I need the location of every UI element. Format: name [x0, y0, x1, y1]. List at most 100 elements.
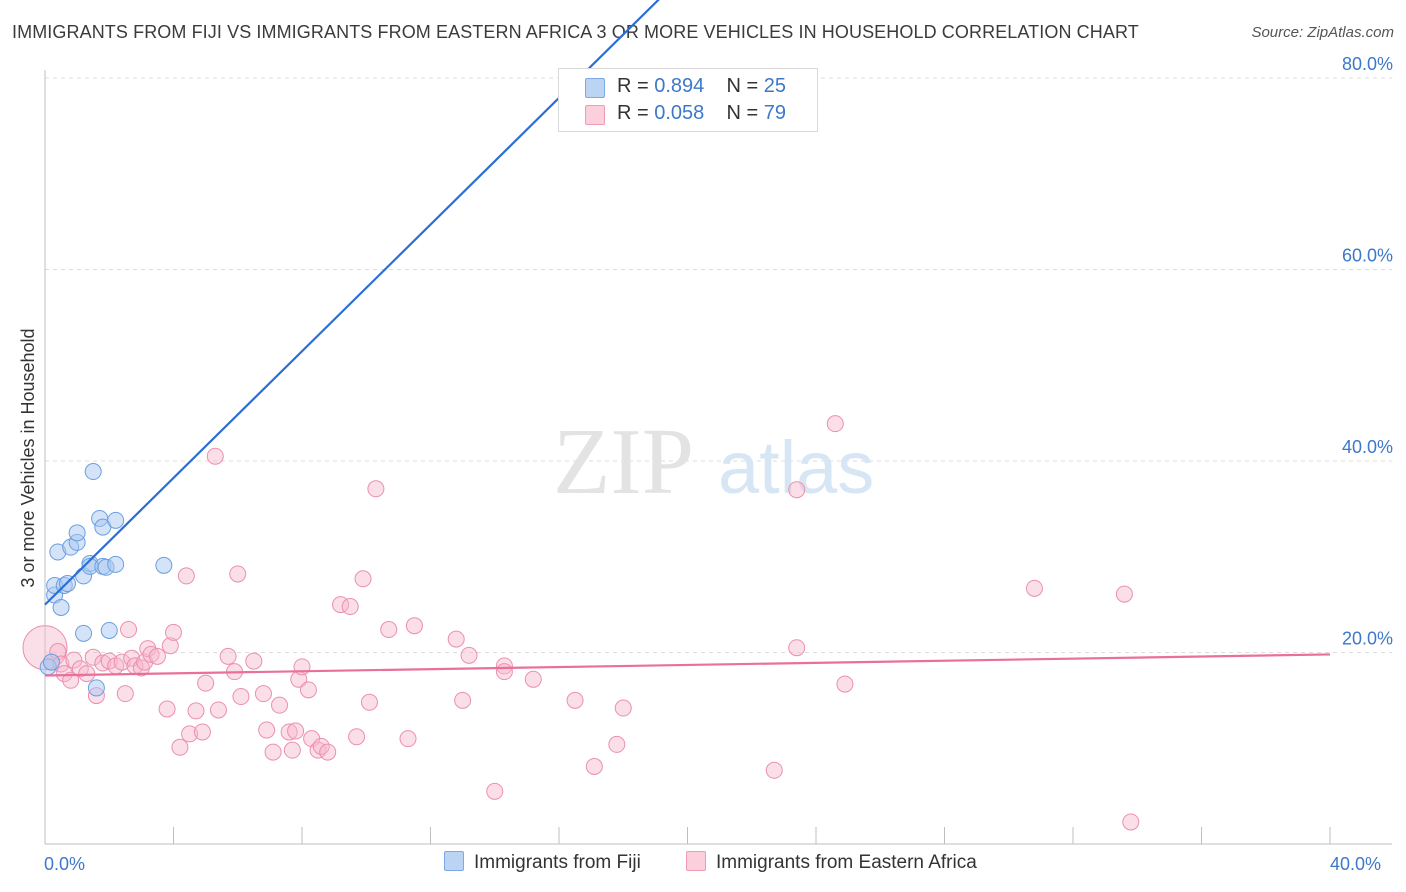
point-eastern-africa: [65, 651, 83, 669]
point-eastern-africa: [293, 658, 311, 676]
legend-r-value-fiji: 0.894: [654, 75, 705, 97]
point-eastern-africa: [232, 688, 250, 706]
point-eastern-africa: [341, 598, 359, 616]
point-eastern-africa: [206, 447, 224, 465]
point-eastern-africa: [193, 723, 211, 741]
point-eastern-africa: [209, 701, 227, 719]
bottom-legend-label-eastern-africa: Immigrants from Eastern Africa: [716, 852, 977, 873]
watermark-zip: ZIP: [553, 410, 694, 514]
bottom-legend-swatch-eastern-africa: [686, 851, 706, 871]
point-fiji: [52, 598, 70, 616]
point-eastern-africa: [132, 659, 150, 677]
legend-r-label: R =: [617, 75, 649, 97]
y-tick-label: 60.0%: [1342, 246, 1393, 266]
point-eastern-africa: [788, 639, 806, 657]
point-eastern-africa: [836, 675, 854, 693]
point-eastern-africa: [454, 691, 472, 709]
y-tick-labels: 20.0% 40.0% 60.0% 80.0%: [1342, 54, 1393, 649]
watermark-atlas: atlas: [718, 426, 874, 509]
point-eastern-africa: [158, 700, 176, 718]
point-eastern-africa: [142, 645, 160, 663]
x-tick-label-min: 0.0%: [44, 854, 85, 874]
point-eastern-africa: [614, 699, 632, 717]
legend-r-value-eastern-africa: 0.058: [654, 102, 705, 124]
point-eastern-africa: [84, 648, 102, 666]
axes: [44, 70, 1392, 845]
point-eastern-africa: [788, 481, 806, 499]
point-eastern-africa: [380, 621, 398, 639]
point-eastern-africa: [405, 617, 423, 635]
point-eastern-africa: [566, 691, 584, 709]
point-eastern-africa: [280, 723, 298, 741]
point-fiji: [84, 463, 102, 481]
bottom-legend-swatch-fiji: [444, 851, 464, 871]
point-eastern-africa: [271, 696, 289, 714]
point-eastern-africa: [399, 730, 417, 748]
x-tick-label-max: 40.0%: [1330, 854, 1381, 874]
x-axis-ticks: [44, 827, 1331, 844]
point-eastern-africa: [447, 630, 465, 648]
point-eastern-africa: [1025, 579, 1043, 597]
point-eastern-africa: [264, 743, 282, 761]
point-eastern-africa: [495, 663, 513, 681]
point-eastern-africa: [287, 722, 305, 740]
point-eastern-africa: [245, 652, 263, 670]
point-eastern-africa: [360, 693, 378, 711]
point-eastern-africa: [229, 565, 247, 583]
point-eastern-africa: [354, 570, 372, 588]
point-eastern-africa: [283, 741, 301, 759]
legend-swatch-eastern-africa: [585, 105, 605, 125]
series-fiji-points: [39, 463, 173, 697]
point-eastern-africa: [258, 721, 276, 739]
series-eastern-africa-points: [22, 415, 1140, 831]
legend-r-label: R =: [617, 102, 649, 124]
point-eastern-africa: [367, 480, 385, 498]
legend-swatch-fiji: [585, 78, 605, 98]
source-label: Source: ZipAtlas.com: [1251, 24, 1394, 41]
point-eastern-africa: [165, 623, 182, 641]
legend-n-value-fiji: 25: [763, 75, 787, 97]
point-eastern-africa: [116, 685, 134, 703]
bottom-legend-eastern-africa: Immigrants from Eastern Africa: [686, 851, 977, 874]
legend-n-label: N =: [726, 75, 759, 97]
point-eastern-africa: [585, 757, 603, 775]
bottom-legend-fiji: Immigrants from Fiji: [444, 851, 641, 874]
point-eastern-africa: [460, 646, 478, 664]
chart-title: IMMIGRANTS FROM FIJI VS IMMIGRANTS FROM …: [12, 22, 1139, 42]
point-eastern-africa: [299, 681, 317, 699]
point-fiji: [42, 653, 60, 671]
point-fiji: [75, 624, 93, 642]
point-fiji: [155, 556, 173, 574]
point-eastern-africa: [55, 665, 73, 683]
point-eastern-africa: [181, 725, 199, 743]
point-eastern-africa: [161, 637, 179, 655]
point-fiji: [68, 524, 86, 542]
trend-line-eastern-africa: [44, 653, 1331, 677]
point-eastern-africa: [148, 647, 166, 665]
point-fiji: [100, 621, 118, 639]
legend-n-label: N =: [726, 102, 759, 124]
point-eastern-africa: [62, 671, 80, 689]
point-eastern-africa: [120, 621, 138, 639]
y-axis-label: 3 or more Vehicles in Household: [18, 328, 38, 587]
y-tick-label: 40.0%: [1342, 437, 1393, 457]
point-eastern-africa: [113, 653, 131, 671]
point-eastern-africa: [348, 728, 366, 746]
point-fiji: [107, 555, 125, 573]
point-eastern-africa: [312, 737, 330, 755]
point-eastern-africa: [219, 647, 237, 665]
y-tick-label: 20.0%: [1342, 629, 1393, 649]
point-eastern-africa: [94, 654, 112, 672]
gridlines: [45, 77, 1392, 653]
point-eastern-africa: [319, 743, 337, 761]
point-eastern-africa: [524, 670, 542, 688]
point-eastern-africa: [197, 674, 215, 692]
point-eastern-africa: [1115, 585, 1133, 603]
bottom-legend-label-fiji: Immigrants from Fiji: [474, 852, 641, 873]
point-eastern-africa: [826, 415, 844, 433]
y-tick-label: 80.0%: [1342, 54, 1393, 74]
correlation-legend: R = 0.894 N = 25 R = 0.058 N = 79: [558, 68, 818, 132]
point-eastern-africa: [1122, 813, 1140, 831]
point-eastern-africa: [187, 702, 205, 720]
point-fiji: [107, 511, 125, 529]
